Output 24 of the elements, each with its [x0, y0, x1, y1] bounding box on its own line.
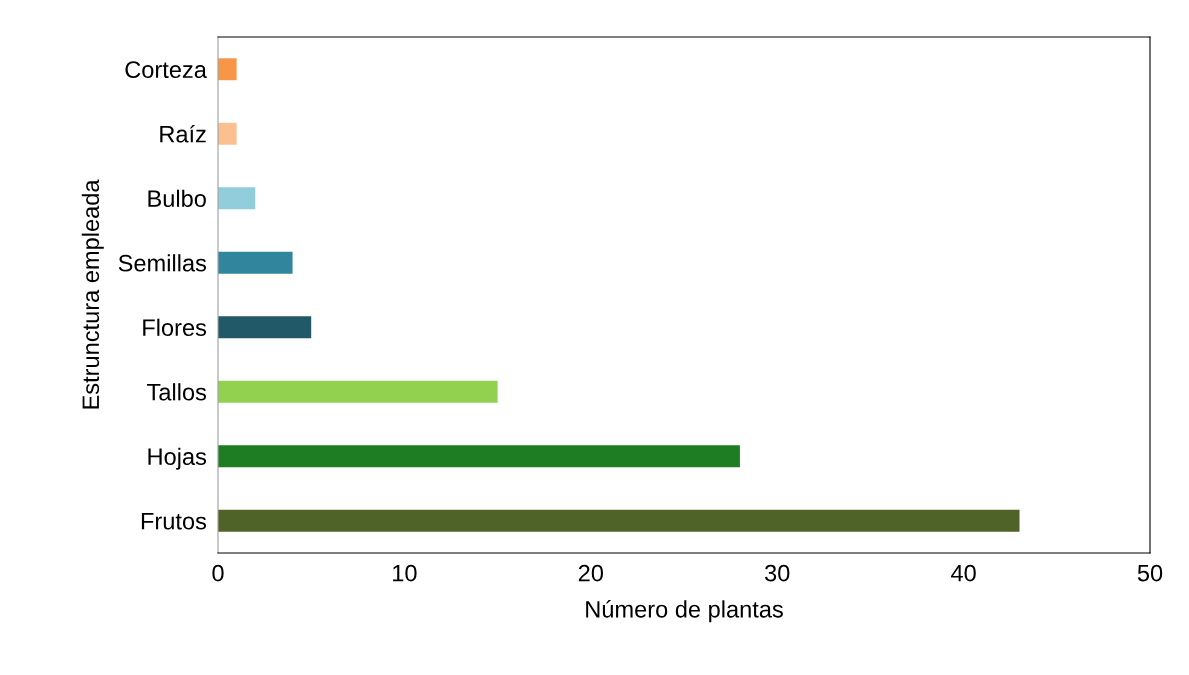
- y-tick-label: Corteza: [125, 61, 207, 79]
- bar: [218, 187, 256, 210]
- x-axis-title: Número de plantas: [586, 600, 783, 623]
- bar: [218, 316, 312, 339]
- y-tick-label: Hojas: [148, 447, 207, 470]
- x-tick-label: 10: [393, 564, 417, 582]
- y-tick-label: Tallos: [147, 383, 207, 401]
- y-tick-label: Frutos: [141, 513, 207, 530]
- bar: [218, 380, 498, 403]
- x-tick-label: 30: [764, 564, 790, 582]
- x-tick-label: 0: [212, 564, 224, 582]
- bar: [218, 251, 293, 274]
- y-tick-label: Raíz: [160, 124, 206, 143]
- bar: [218, 122, 237, 145]
- y-axis-title: Estrunctura empleada: [81, 179, 104, 409]
- bar: [218, 445, 740, 468]
- bar: [218, 58, 237, 81]
- x-tick-label: 40: [951, 564, 976, 582]
- x-tick-label: 20: [578, 564, 604, 582]
- y-tick-label: Semillas: [118, 254, 207, 272]
- y-tick-label: Flores: [143, 318, 207, 337]
- bar: [218, 509, 1020, 532]
- x-tick-label: 50: [1137, 564, 1163, 582]
- y-tick-label: Bulbo: [148, 189, 206, 208]
